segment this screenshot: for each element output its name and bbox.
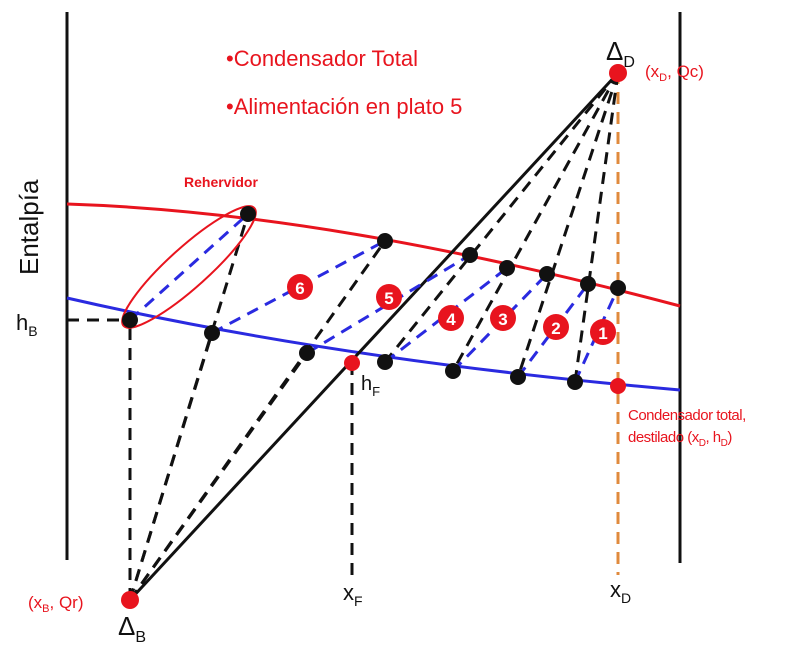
point-liquid — [377, 354, 393, 370]
point-vapor — [539, 266, 555, 282]
deltaB-construction-lines — [128, 213, 387, 601]
point-liquid — [299, 345, 315, 361]
distillate-point — [610, 378, 626, 394]
deltaB-coordinates: (xB, Qr) — [28, 593, 84, 615]
stage-number: 4 — [446, 310, 456, 329]
hB-label: hB — [16, 310, 38, 339]
point-vapor — [377, 233, 393, 249]
bullet-condenser: •Condensador Total — [226, 46, 418, 71]
xF-label: xF — [343, 580, 363, 609]
condenser-note-line2: destilado (xD, hD) — [628, 429, 732, 449]
point-vapor — [462, 247, 478, 263]
point-vapor — [499, 260, 515, 276]
point-liquid — [510, 369, 526, 385]
stage-tie-lines — [128, 212, 620, 383]
stage-number: 6 — [295, 279, 304, 298]
feed-point — [344, 355, 360, 371]
bullet-feed: •Alimentación en plato 5 — [226, 94, 462, 119]
deltaD-coordinates: (xD, Qc) — [645, 62, 704, 84]
deltaD-construction-lines — [383, 72, 620, 383]
stage-number: 5 — [384, 289, 393, 308]
stage-badges: 1 2 3 4 5 6 — [287, 274, 616, 345]
point-vapor — [610, 280, 626, 296]
point-liquid — [204, 325, 220, 341]
liquid-enthalpy-curve — [66, 296, 681, 392]
reboiler-label: Rehervidor — [184, 174, 258, 190]
hF-label: hF — [361, 373, 380, 399]
deltaB-point — [121, 591, 139, 609]
point-liquid — [567, 374, 583, 390]
deltaD-point — [609, 64, 627, 82]
point-vapor — [240, 206, 256, 222]
stage-number: 2 — [551, 319, 560, 338]
deltaD-label: ΔD — [606, 36, 635, 71]
reboiler-ellipse — [121, 205, 257, 329]
xD-label: xD — [610, 577, 631, 606]
point-liquid — [445, 363, 461, 379]
stage-points — [122, 206, 626, 390]
deltaB-label: ΔB — [118, 611, 146, 646]
operating-line — [128, 71, 620, 602]
stage-number: 1 — [598, 324, 607, 343]
y-axis-label: Entalpía — [14, 179, 44, 275]
stage-number: 3 — [498, 310, 507, 329]
point-vapor — [580, 276, 596, 292]
point-liquid — [122, 312, 138, 328]
condenser-note-line1: Condensador total, — [628, 407, 746, 424]
